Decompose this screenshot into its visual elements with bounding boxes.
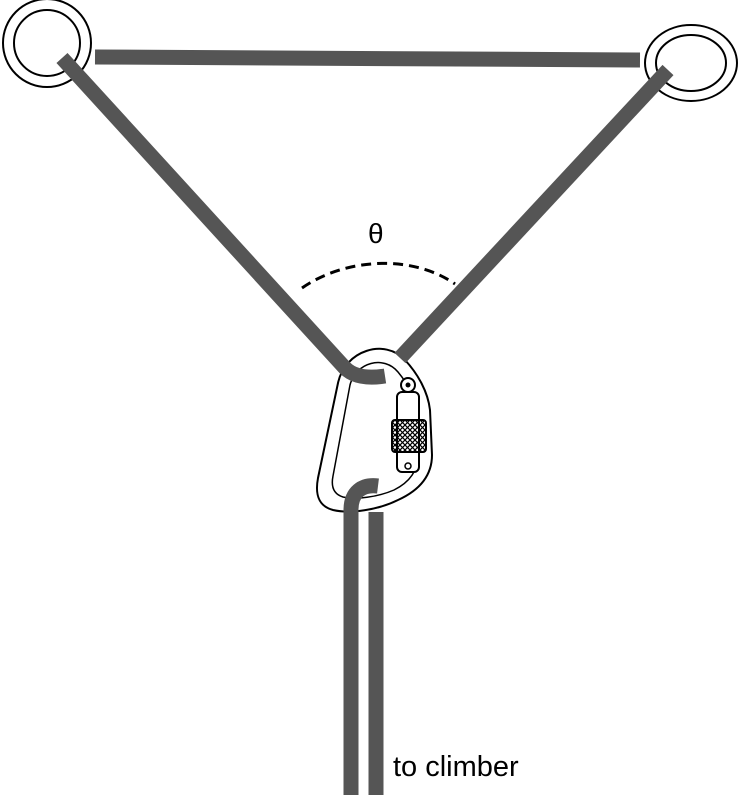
- locking-carabiner-icon: [315, 347, 434, 513]
- right-anchor-ring-icon: [644, 24, 738, 102]
- left-anchor-ring-icon: [2, 0, 92, 88]
- right-rope-leg: [394, 64, 674, 364]
- left-rope-leg: [56, 52, 387, 385]
- carabiner-lock-sleeve: [391, 419, 427, 453]
- angle-arc: [301, 262, 456, 290]
- angle-label: θ: [368, 218, 384, 249]
- to-climber-label: to climber: [393, 751, 519, 783]
- top-rope-segment: [94, 49, 641, 68]
- climber-rope-left-strand: [343, 478, 379, 795]
